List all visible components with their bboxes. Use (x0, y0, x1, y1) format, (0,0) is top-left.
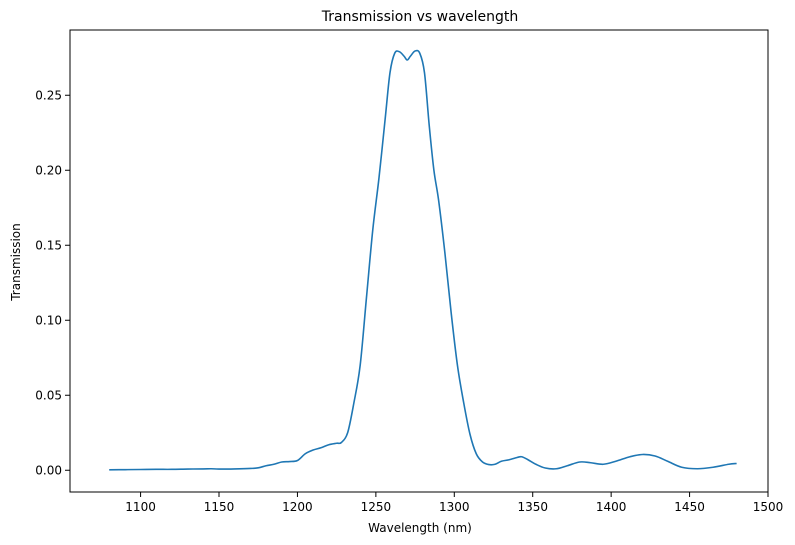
x-tick-label: 1250 (361, 500, 392, 514)
y-tick-label: 0.00 (35, 463, 62, 477)
x-axis-ticks: 1100 1150 1200 1250 1300 1350 1400 1450 1500 (125, 492, 783, 514)
x-axis-label: Wavelength (nm) (368, 521, 472, 535)
y-axis-ticks: 0.00 0.05 0.10 0.15 0.20 0.25 (35, 88, 70, 477)
y-tick-label: 0.20 (35, 163, 62, 177)
y-tick-label: 0.10 (35, 313, 62, 327)
axes-frame (69, 29, 769, 493)
y-tick-label: 0.15 (35, 238, 62, 252)
chart-title: Transmission vs wavelength (321, 9, 518, 25)
y-tick-label: 0.25 (35, 88, 62, 102)
y-tick-label: 0.05 (35, 388, 62, 402)
transmission-series-line (109, 49, 737, 471)
x-tick-label: 1100 (125, 500, 156, 514)
x-tick-label: 1200 (282, 500, 313, 514)
x-tick-label: 1150 (204, 500, 235, 514)
x-tick-label: 1500 (753, 500, 784, 514)
x-tick-label: 1350 (517, 500, 548, 514)
x-tick-label: 1300 (439, 500, 470, 514)
plot-area (109, 49, 737, 471)
x-tick-label: 1400 (596, 500, 627, 514)
y-axis-label: Transmission (9, 223, 23, 302)
x-tick-label: 1450 (674, 500, 705, 514)
